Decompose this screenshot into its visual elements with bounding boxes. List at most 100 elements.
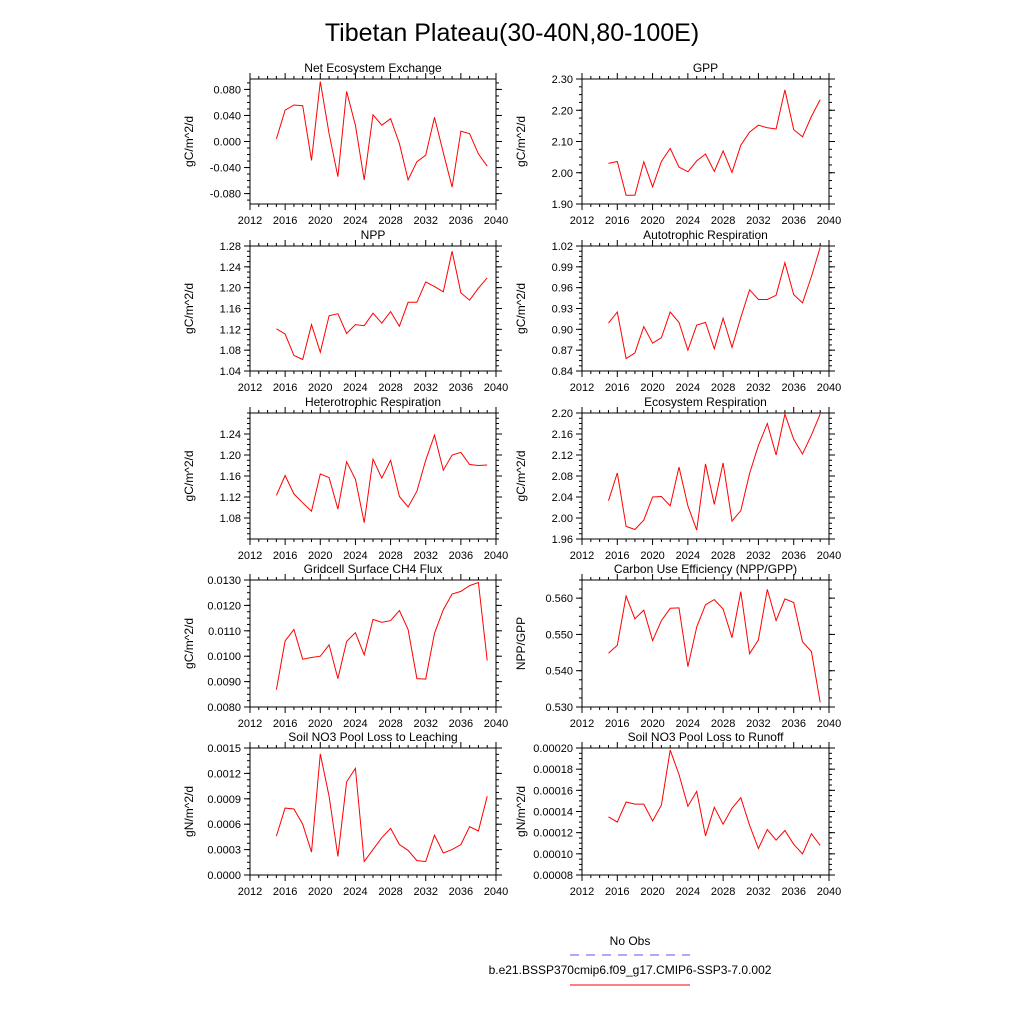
panel-title: Heterotrophic Respiration [305, 395, 441, 409]
x-tick-label: 2012 [570, 215, 594, 227]
x-tick-label: 2032 [746, 550, 770, 562]
x-tick-label: 2032 [746, 215, 770, 227]
x-tick-label: 2040 [817, 886, 841, 898]
y-tick-label: 0.0090 [207, 677, 241, 689]
x-tick-label: 2012 [238, 215, 262, 227]
x-tick-label: 2028 [378, 886, 402, 898]
x-tick-label: 2036 [781, 382, 805, 394]
x-tick-label: 2020 [640, 718, 664, 730]
x-tick-label: 2016 [605, 886, 629, 898]
panel-6: Ecosystem Respiration gC/m^2/d 2012 2016 202… [514, 395, 841, 562]
y-axis-label: gC/m^2/d [514, 283, 528, 334]
series-line [275, 433, 488, 523]
x-tick-label: 2020 [640, 886, 664, 898]
y-tick-label: 0.040 [213, 110, 241, 122]
y-tick-label: 2.10 [552, 137, 573, 149]
plot-frame [249, 579, 497, 708]
x-tick-label: 2020 [640, 550, 664, 562]
panels-group: Net Ecosystem Exchange gC/m^2/d 2012 2016 20… [182, 61, 841, 898]
x-tick-label: 2016 [273, 886, 297, 898]
y-tick-label: 1.12 [220, 324, 241, 336]
y-tick-label: 1.28 [220, 241, 241, 253]
x-tick-label: 2012 [238, 382, 262, 394]
x-tick-label: 2024 [343, 718, 367, 730]
series-line [275, 753, 488, 863]
x-tick-label: 2032 [746, 382, 770, 394]
x-tick-label: 2016 [605, 550, 629, 562]
x-tick-label: 2012 [570, 382, 594, 394]
y-tick-label: 0.96 [552, 283, 573, 295]
x-tick-label: 2028 [378, 382, 402, 394]
x-tick-label: 2020 [308, 886, 332, 898]
x-tick-label: 2028 [378, 718, 402, 730]
x-tick-label: 2036 [781, 718, 805, 730]
y-tick-label: 0.99 [552, 262, 573, 274]
x-tick-label: 2024 [343, 550, 367, 562]
x-tick-label: 2028 [711, 550, 735, 562]
y-tick-label: 0.84 [552, 366, 573, 378]
series-line [276, 251, 488, 361]
x-tick-label: 2012 [570, 718, 594, 730]
x-tick-label: 2040 [817, 718, 841, 730]
x-tick-label: 2032 [746, 718, 770, 730]
y-tick-label: 0.0003 [207, 845, 241, 857]
y-tick-label: 1.08 [220, 345, 241, 357]
y-tick-label: 2.16 [552, 429, 573, 441]
y-tick-label: 0.540 [545, 666, 573, 678]
panel-7: Gridcell Surface CH4 Flux gC/m^2/d 2012 201… [182, 562, 508, 730]
panel-title: Autotrophic Respiration [643, 228, 768, 242]
x-tick-label: 2016 [605, 215, 629, 227]
y-tick-label: 1.02 [552, 241, 573, 253]
y-tick-label: 1.20 [220, 283, 241, 295]
y-tick-label: -0.080 [210, 189, 241, 201]
plot-frame [249, 747, 497, 876]
plot-frame [581, 579, 830, 708]
y-axis-label: gC/m^2/d [514, 116, 528, 167]
series-line [608, 412, 821, 531]
y-axis-label: gN/m^2/d [182, 786, 196, 837]
x-tick-label: 2040 [484, 382, 508, 394]
x-tick-label: 2040 [484, 718, 508, 730]
x-tick-label: 2036 [781, 550, 805, 562]
x-tick-label: 2040 [817, 382, 841, 394]
x-tick-label: 2036 [449, 382, 473, 394]
x-tick-label: 2016 [605, 382, 629, 394]
panel-title: Soil NO3 Pool Loss to Runoff [628, 730, 785, 744]
x-tick-label: 2036 [449, 550, 473, 562]
y-tick-label: 1.24 [220, 429, 241, 441]
x-tick-label: 2032 [413, 215, 437, 227]
series-line [275, 581, 488, 690]
y-tick-label: 2.00 [552, 168, 573, 180]
x-tick-label: 2028 [711, 382, 735, 394]
panel-5: Heterotrophic Respiration gC/m^2/d 2012 201… [182, 395, 508, 562]
x-tick-label: 2040 [484, 550, 508, 562]
y-tick-label: 0.90 [552, 324, 573, 336]
x-tick-label: 2016 [273, 382, 297, 394]
panel-title: Carbon Use Efficiency (NPP/GPP) [614, 562, 797, 576]
plot-frame [581, 412, 830, 540]
y-tick-label: 0.0012 [207, 768, 241, 780]
x-tick-label: 2040 [484, 886, 508, 898]
x-tick-label: 2028 [711, 718, 735, 730]
y-tick-label: 0.560 [545, 593, 573, 605]
y-axis-label: gC/m^2/d [182, 618, 196, 669]
x-tick-label: 2020 [308, 215, 332, 227]
y-tick-label: 0.0015 [207, 743, 241, 755]
y-axis-label: gC/m^2/d [182, 116, 196, 167]
x-tick-label: 2012 [570, 886, 594, 898]
y-tick-label: 1.16 [220, 304, 241, 316]
x-tick-label: 2040 [817, 215, 841, 227]
y-tick-label: 0.93 [552, 304, 573, 316]
y-tick-label: 2.04 [552, 492, 573, 504]
y-tick-label: 2.12 [552, 450, 573, 462]
series-line [275, 81, 488, 188]
plot-frame [249, 245, 497, 372]
x-tick-label: 2020 [640, 382, 664, 394]
x-tick-label: 2020 [308, 550, 332, 562]
y-tick-label: 0.000 [213, 137, 241, 149]
legend-label-no-obs: No Obs [610, 934, 651, 948]
plot-frame [581, 747, 830, 876]
y-tick-label: -0.040 [210, 163, 241, 175]
x-tick-label: 2028 [378, 550, 402, 562]
legend: No Obs b.e21.BSSP370cmip6.f09_g17.CMIP6-… [489, 934, 772, 986]
